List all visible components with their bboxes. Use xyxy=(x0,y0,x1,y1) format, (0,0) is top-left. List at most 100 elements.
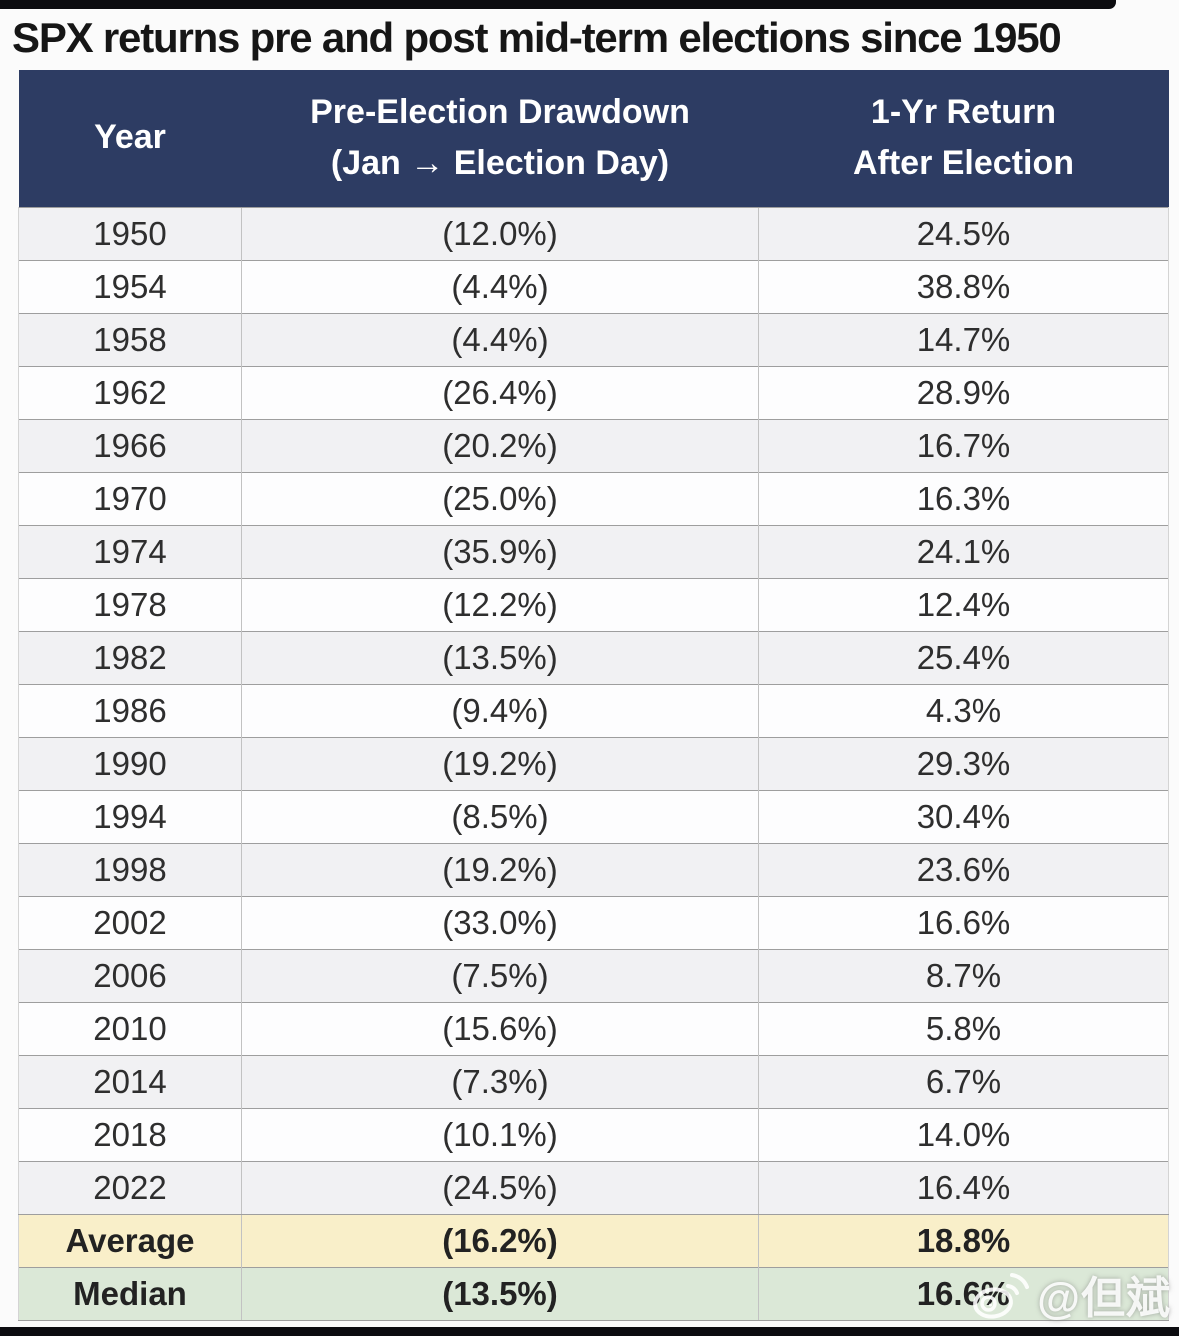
cell-year: 1994 xyxy=(18,789,242,843)
cell-year: 2018 xyxy=(18,1107,242,1161)
cell-year: 1954 xyxy=(18,259,242,313)
cell-year: 2022 xyxy=(18,1160,242,1215)
table-body: 1950 (12.0%) 24.5% 1954 (4.4%) 38.8% 1958 (4.4%… xyxy=(18,206,1169,1215)
cell-drawdown: (33.0%) xyxy=(241,895,759,949)
cell-drawdown: (12.2%) xyxy=(241,577,759,631)
cell-return: 16.3% xyxy=(758,471,1169,525)
cell-return: 14.7% xyxy=(758,312,1169,366)
col-header-drawdown-line2: (Jan → Election Day) xyxy=(330,144,670,183)
cell-return: 4.3% xyxy=(758,683,1169,737)
median-row: Median (13.5%) 16.6% xyxy=(18,1266,1169,1321)
cell-return: 8.7% xyxy=(758,948,1169,1002)
table-row: 2022 (24.5%) 16.4% xyxy=(18,1160,1169,1215)
table-row: 1974 (35.9%) 24.1% xyxy=(18,524,1169,578)
median-return: 16.6% xyxy=(758,1266,1169,1321)
table-row: 2018 (10.1%) 14.0% xyxy=(18,1107,1169,1161)
top-black-bar xyxy=(0,0,1116,9)
table-row: 1958 (4.4%) 14.7% xyxy=(18,312,1169,366)
table-row: 1982 (13.5%) 25.4% xyxy=(18,630,1169,684)
cell-year: 1958 xyxy=(18,312,242,366)
table-row: 1970 (25.0%) 16.3% xyxy=(18,471,1169,525)
cell-drawdown: (25.0%) xyxy=(241,471,759,525)
cell-drawdown: (15.6%) xyxy=(241,1001,759,1055)
col-header-drawdown-line1: Pre-Election Drawdown xyxy=(310,92,690,131)
cell-drawdown: (10.1%) xyxy=(241,1107,759,1161)
table-row: 1954 (4.4%) 38.8% xyxy=(18,259,1169,313)
cell-drawdown: (9.4%) xyxy=(241,683,759,737)
cell-return: 30.4% xyxy=(758,789,1169,843)
cell-return: 12.4% xyxy=(758,577,1169,631)
cell-year: 2010 xyxy=(18,1001,242,1055)
cell-year: 1966 xyxy=(18,418,242,472)
table-row: 1962 (26.4%) 28.9% xyxy=(18,365,1169,419)
cell-return: 25.4% xyxy=(758,630,1169,684)
cell-return: 23.6% xyxy=(758,842,1169,896)
table-row: 1994 (8.5%) 30.4% xyxy=(18,789,1169,843)
cell-year: 1950 xyxy=(18,206,242,260)
cell-drawdown: (7.5%) xyxy=(241,948,759,1002)
table-row: 1966 (20.2%) 16.7% xyxy=(18,418,1169,472)
cell-drawdown: (4.4%) xyxy=(241,312,759,366)
table-row: 1990 (19.2%) 29.3% xyxy=(18,736,1169,790)
cell-drawdown: (26.4%) xyxy=(241,365,759,419)
cell-return: 14.0% xyxy=(758,1107,1169,1161)
table-header: Year Pre-Election Drawdown (Jan → Electi… xyxy=(18,70,1169,207)
table-row: 1978 (12.2%) 12.4% xyxy=(18,577,1169,631)
bottom-black-bar xyxy=(0,1327,1179,1336)
cell-year: 1986 xyxy=(18,683,242,737)
table-row: 1986 (9.4%) 4.3% xyxy=(18,683,1169,737)
cell-return: 38.8% xyxy=(758,259,1169,313)
cell-year: 1978 xyxy=(18,577,242,631)
cell-return: 29.3% xyxy=(758,736,1169,790)
returns-table: Year Pre-Election Drawdown (Jan → Electi… xyxy=(18,70,1169,1321)
cell-return: 24.5% xyxy=(758,206,1169,260)
table-summary: Average (16.2%) 18.8% Median (13.5%) 16.… xyxy=(18,1213,1169,1321)
header-row: Year Pre-Election Drawdown (Jan → Electi… xyxy=(18,70,1169,207)
cell-year: 1962 xyxy=(18,365,242,419)
cell-year: 1998 xyxy=(18,842,242,896)
cell-return: 16.4% xyxy=(758,1160,1169,1215)
cell-drawdown: (12.0%) xyxy=(241,206,759,260)
col-header-year-label: Year xyxy=(94,118,166,157)
table-row: 1950 (12.0%) 24.5% xyxy=(18,206,1169,260)
table-row: 2002 (33.0%) 16.6% xyxy=(18,895,1169,949)
cell-return: 16.6% xyxy=(758,895,1169,949)
table-row: 2010 (15.6%) 5.8% xyxy=(18,1001,1169,1055)
average-row: Average (16.2%) 18.8% xyxy=(18,1213,1169,1267)
col-header-drawdown: Pre-Election Drawdown (Jan → Election Da… xyxy=(241,70,759,207)
cell-drawdown: (7.3%) xyxy=(241,1054,759,1108)
cell-year: 1970 xyxy=(18,471,242,525)
cell-drawdown: (19.2%) xyxy=(241,842,759,896)
cell-drawdown: (20.2%) xyxy=(241,418,759,472)
cell-return: 24.1% xyxy=(758,524,1169,578)
table-row: 1998 (19.2%) 23.6% xyxy=(18,842,1169,896)
median-label: Median xyxy=(18,1266,242,1321)
average-return: 18.8% xyxy=(758,1213,1169,1267)
cell-return: 16.7% xyxy=(758,418,1169,472)
col-header-return-line2: After Election xyxy=(852,144,1075,183)
cell-drawdown: (13.5%) xyxy=(241,630,759,684)
cell-drawdown: (4.4%) xyxy=(241,259,759,313)
page-title: SPX returns pre and post mid-term electi… xyxy=(12,14,1062,61)
cell-return: 6.7% xyxy=(758,1054,1169,1108)
col-header-return: 1-Yr Return After Election xyxy=(758,70,1169,207)
cell-year: 1974 xyxy=(18,524,242,578)
cell-year: 1982 xyxy=(18,630,242,684)
cell-drawdown: (35.9%) xyxy=(241,524,759,578)
cell-return: 28.9% xyxy=(758,365,1169,419)
average-drawdown: (16.2%) xyxy=(241,1213,759,1267)
cell-drawdown: (19.2%) xyxy=(241,736,759,790)
cell-drawdown: (24.5%) xyxy=(241,1160,759,1215)
cell-year: 2014 xyxy=(18,1054,242,1108)
cell-year: 2006 xyxy=(18,948,242,1002)
cell-return: 5.8% xyxy=(758,1001,1169,1055)
average-label: Average xyxy=(18,1213,242,1267)
cell-drawdown: (8.5%) xyxy=(241,789,759,843)
median-drawdown: (13.5%) xyxy=(241,1266,759,1321)
table-row: 2006 (7.5%) 8.7% xyxy=(18,948,1169,1002)
col-header-year: Year xyxy=(18,70,242,207)
table-row: 2014 (7.3%) 6.7% xyxy=(18,1054,1169,1108)
col-header-return-line1: 1-Yr Return xyxy=(870,92,1057,131)
cell-year: 2002 xyxy=(18,895,242,949)
cell-year: 1990 xyxy=(18,736,242,790)
